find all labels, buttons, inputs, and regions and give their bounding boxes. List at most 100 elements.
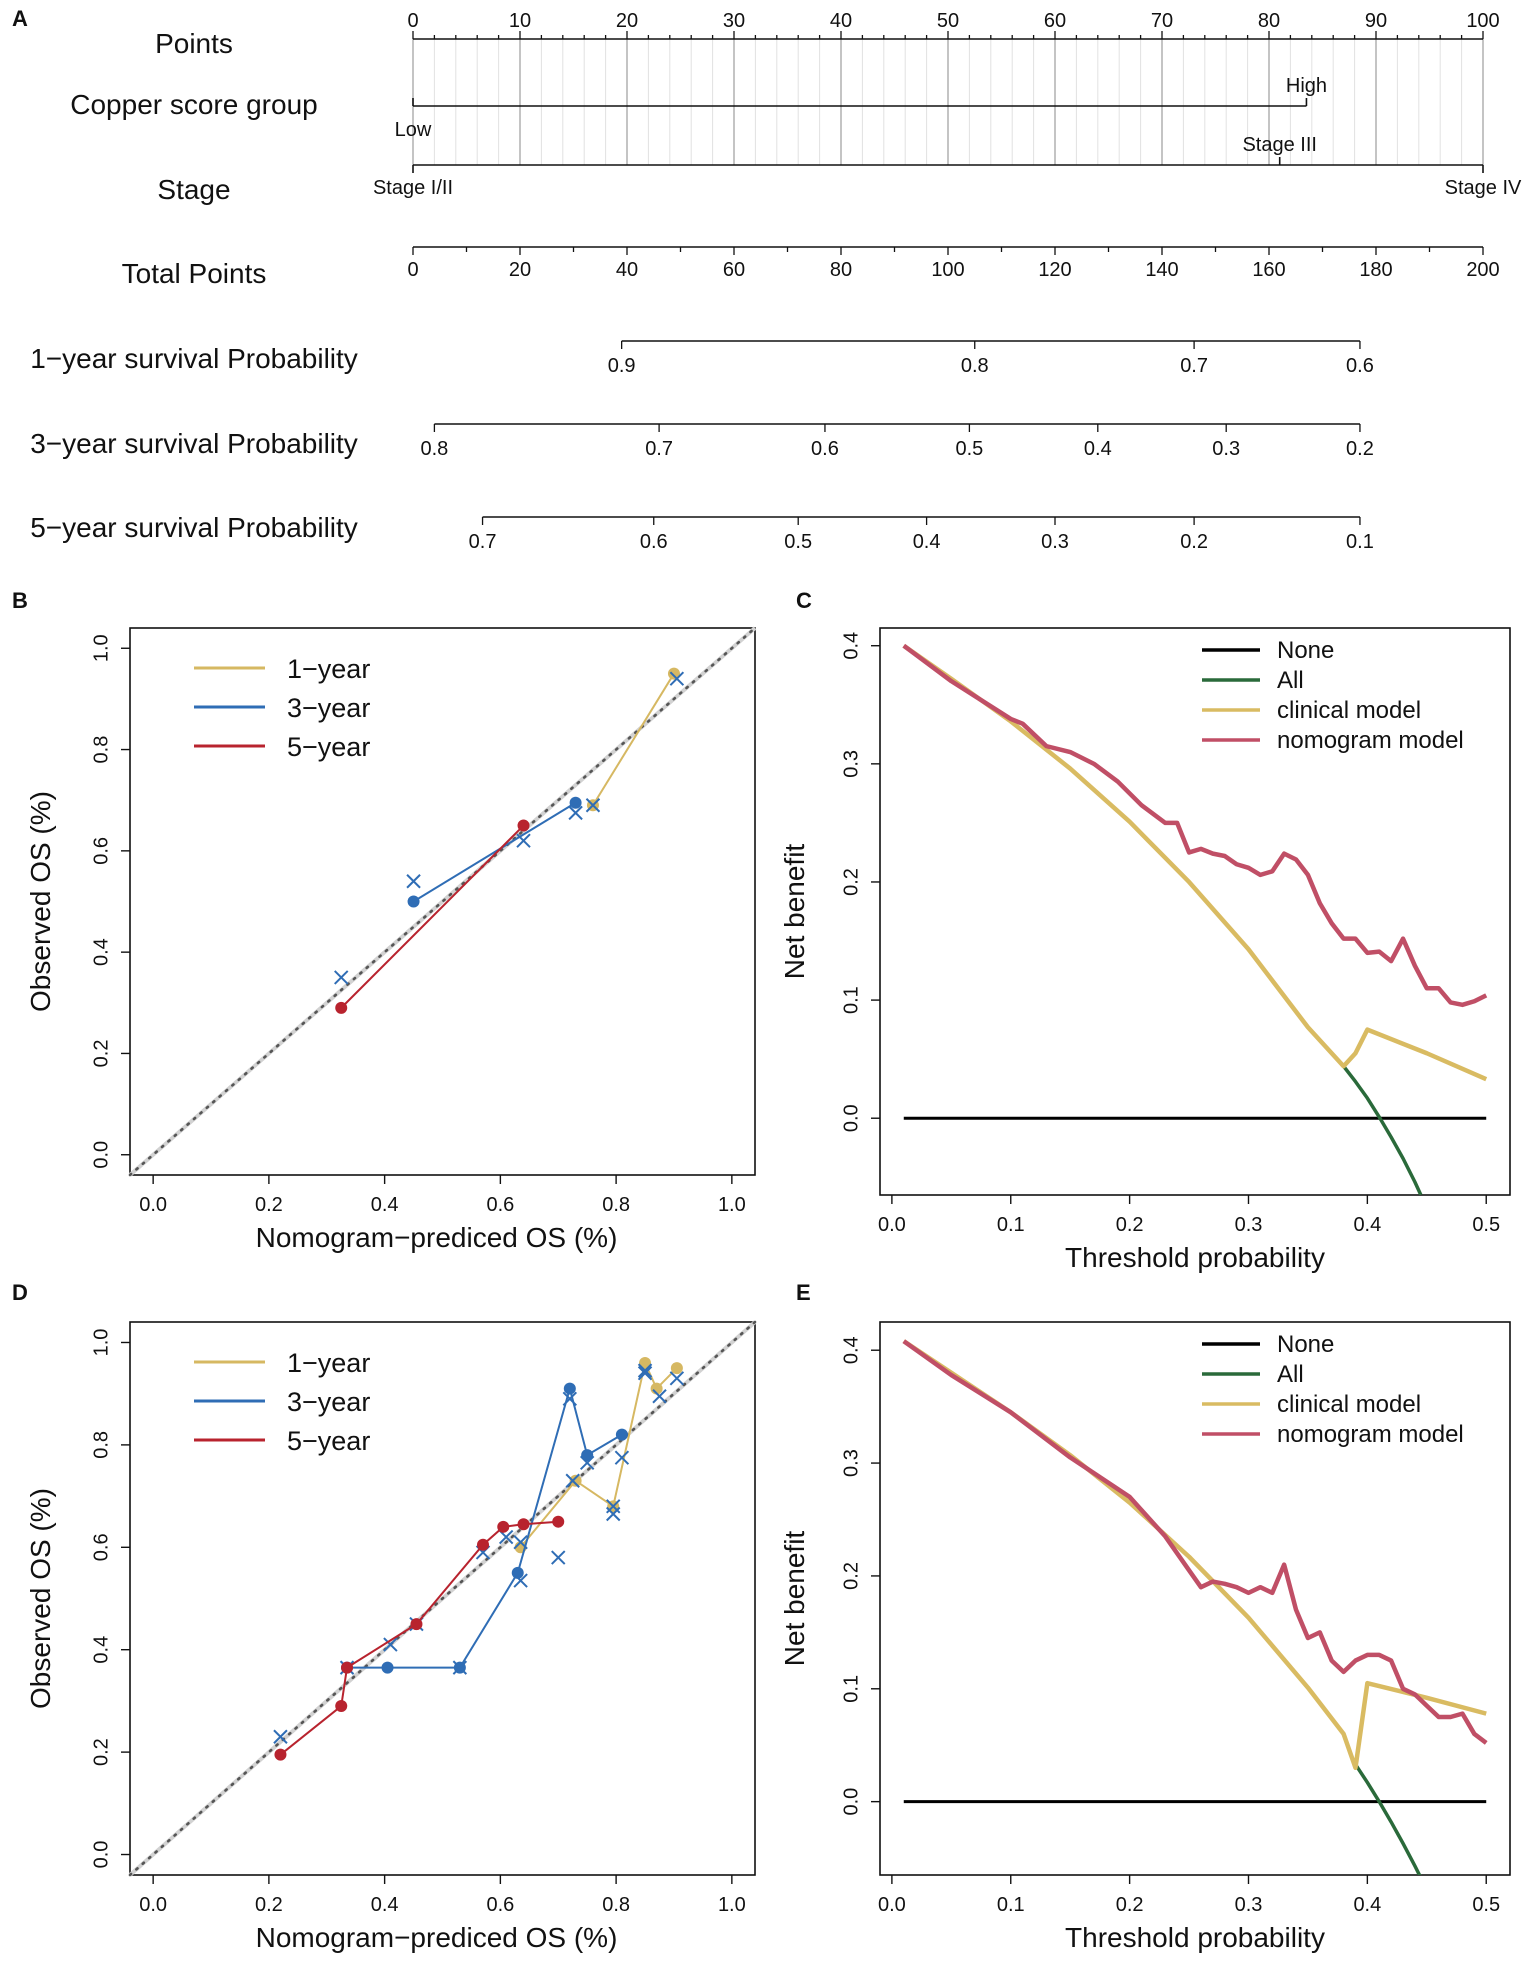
bootstrap-cross-three_year — [568, 805, 583, 821]
legend-label: nomogram model — [1277, 1421, 1464, 1448]
bootstrap-cross-three_year — [273, 1729, 288, 1744]
dca-line-all — [1354, 1763, 1422, 1875]
y-axis-title: Observed OS (%) — [25, 1488, 56, 1709]
surv3-tick-label: 0.3 — [1212, 438, 1240, 460]
y-tick-label: 0.0 — [90, 1141, 112, 1169]
points-tick-label: 50 — [937, 10, 959, 32]
calibration-point-one_year — [667, 667, 680, 680]
stage-label-s4: Stage IV — [1445, 177, 1522, 199]
x-tick-label: 0.5 — [1472, 1214, 1500, 1236]
panel-letter-e: E — [796, 1280, 811, 1305]
total-tick-label: 100 — [931, 259, 964, 281]
legend-label: None — [1277, 637, 1334, 664]
surv1-tick-label: 0.7 — [1180, 355, 1208, 377]
panel-letter-b: B — [12, 588, 28, 613]
surv3-tick-label: 0.4 — [1084, 438, 1112, 460]
points-axis: 0 10 20 30 40 50 60 70 80 90 100 — [407, 10, 1500, 40]
bootstrap-cross-three_year — [383, 1637, 398, 1652]
x-tick-label: 0.6 — [486, 1194, 514, 1216]
x-tick-label: 0.8 — [602, 1194, 630, 1216]
y-tick-label: 0.2 — [840, 1562, 862, 1590]
x-axis-title: Threshold probability — [1065, 1242, 1325, 1273]
x-tick-label: 0.1 — [997, 1894, 1025, 1916]
legend-label: 1−year — [287, 1348, 370, 1378]
y-tick-label: 1.0 — [90, 1329, 112, 1357]
panel-letter-a: A — [12, 6, 28, 31]
total-tick-label: 140 — [1145, 259, 1178, 281]
bootstrap-cross-three_year — [498, 1529, 514, 1545]
y-axis-title: Net benefit — [779, 844, 810, 980]
surv3-axis: 0.8 0.7 0.6 0.5 0.4 0.3 0.2 — [420, 423, 1374, 460]
dca-line-nomogram — [902, 643, 1488, 1008]
x-tick-label: 0.0 — [878, 1214, 906, 1236]
points-tick-label: 10 — [509, 10, 531, 32]
bootstrap-cross-three_year — [406, 874, 421, 889]
x-tick-label: 0.4 — [371, 1194, 399, 1216]
calibration-point-five_year — [335, 1700, 348, 1713]
x-tick-label: 0.4 — [1353, 1214, 1381, 1236]
y-tick-label: 0.2 — [90, 1040, 112, 1068]
bootstrap-cross-one_year — [637, 1363, 653, 1378]
bootstrap-cross-three_year — [452, 1660, 468, 1675]
x-axis-title: Nomogram−prediced OS (%) — [256, 1222, 618, 1253]
total-tick-label: 40 — [616, 259, 638, 281]
total-tick-label: 200 — [1466, 259, 1499, 281]
bootstrap-cross-three_year — [637, 1365, 653, 1381]
calibration-point-three_year — [615, 1428, 628, 1441]
surv5-tick-label: 0.5 — [784, 531, 812, 553]
total-tick-label: 180 — [1359, 259, 1392, 281]
y-tick-label: 0.3 — [840, 1449, 862, 1477]
bootstrap-cross-one_year — [669, 671, 685, 686]
calibration-point-three_year — [407, 895, 420, 908]
dca-panel-e: 0.0 0.1 0.2 0.3 0.4 0.5 0.0 0.1 0.2 0.3 0.4 Thresho… — [779, 1321, 1511, 1953]
x-tick-label: 0.8 — [602, 1894, 630, 1916]
y-tick-label: 0.3 — [840, 750, 862, 778]
stage-label-s3: Stage III — [1242, 134, 1317, 156]
surv3-tick-label: 0.8 — [420, 438, 448, 460]
x-tick-label: 0.3 — [1235, 1214, 1263, 1236]
calibration-point-five_year — [497, 1520, 510, 1533]
row-label-surv3: 3−year survival Probability — [30, 428, 358, 459]
surv3-tick-label: 0.7 — [645, 438, 673, 460]
nomogram-gridlines — [412, 39, 1484, 165]
x-tick-label: 0.2 — [1116, 1894, 1144, 1916]
y-tick-label: 0.0 — [90, 1841, 112, 1869]
surv3-tick-label: 0.6 — [811, 438, 839, 460]
x-tick-label: 0.4 — [1353, 1894, 1381, 1916]
bootstrap-cross-one_year — [669, 1371, 685, 1386]
surv5-tick-label: 0.4 — [913, 531, 941, 553]
x-tick-label: 0.2 — [255, 1894, 283, 1916]
row-label-surv1: 1−year survival Probability — [30, 343, 358, 374]
surv5-axis: 0.7 0.6 0.5 0.4 0.3 0.2 0.1 — [469, 516, 1374, 553]
x-axis-title: Threshold probability — [1065, 1922, 1325, 1953]
ideal-line-dotted — [128, 1320, 757, 1877]
surv5-tick-label: 0.1 — [1346, 531, 1374, 553]
surv1-axis: 0.9 0.8 0.7 0.6 — [608, 340, 1374, 377]
x-tick-label: 0.0 — [139, 1894, 167, 1916]
legend-label: 3−year — [287, 1387, 370, 1417]
x-tick-label: 0.1 — [997, 1214, 1025, 1236]
calibration-point-five_year — [517, 819, 530, 832]
row-label-surv5: 5−year survival Probability — [30, 512, 358, 543]
surv5-tick-label: 0.7 — [469, 531, 497, 553]
y-axis-title: Observed OS (%) — [25, 791, 56, 1012]
total-tick-label: 20 — [509, 259, 531, 281]
x-axis-title: Nomogram−prediced OS (%) — [256, 1922, 618, 1953]
y-tick-label: 0.8 — [90, 1431, 112, 1459]
panel-letter-c: C — [796, 588, 812, 613]
points-tick-label: 40 — [830, 10, 852, 32]
x-tick-label: 0.2 — [1116, 1214, 1144, 1236]
y-axis-title: Net benefit — [779, 1531, 810, 1667]
dca-line-nomogram — [902, 1339, 1488, 1745]
x-tick-label: 0.3 — [1235, 1894, 1263, 1916]
dca-line-all — [1342, 1065, 1423, 1195]
bootstrap-cross-three_year — [334, 970, 349, 985]
legend-label: 1−year — [287, 654, 370, 684]
legend-label: 5−year — [287, 732, 370, 762]
plot-frame — [879, 1321, 1511, 1876]
legend-label: All — [1277, 667, 1304, 694]
ideal-line-dotted — [128, 626, 757, 1177]
total-points-axis: 0 20 40 60 80 100 120 140 160 180 200 — [407, 246, 1500, 281]
calibration-panel-b: 0.0 0.2 0.4 0.6 0.8 1.0 0.0 0.2 0.4 0.6 0.8 1.0 Nomo… — [25, 626, 757, 1253]
